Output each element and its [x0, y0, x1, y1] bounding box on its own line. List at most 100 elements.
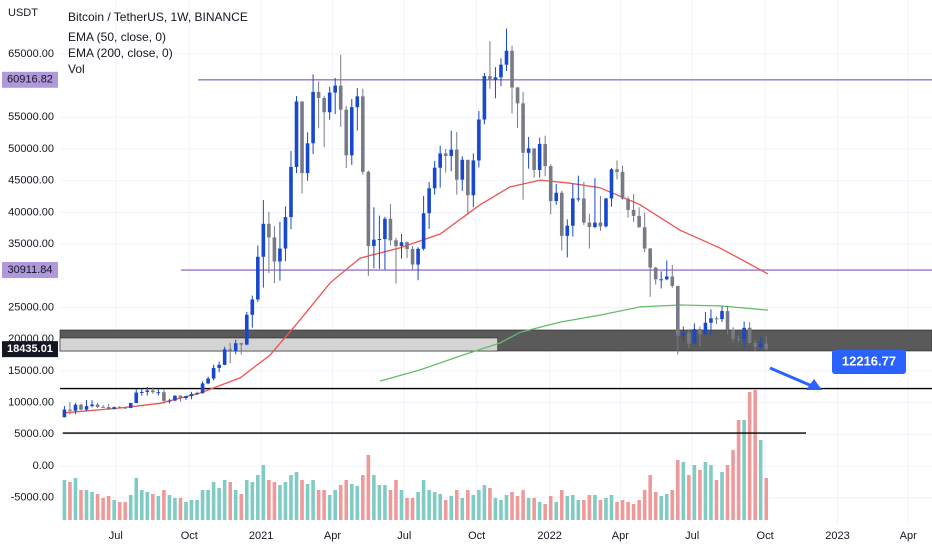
candle-body	[344, 109, 349, 156]
candle-body	[173, 395, 177, 401]
candle-body	[90, 404, 94, 407]
volume-bar	[764, 478, 769, 520]
candle-body	[548, 166, 553, 201]
candle-body	[239, 343, 244, 345]
candle-body	[554, 192, 559, 201]
candle-body	[620, 171, 625, 199]
level-label: 60916.82	[7, 74, 53, 86]
candle-body	[526, 148, 531, 153]
volume-bar	[145, 492, 150, 520]
candle-body	[449, 149, 454, 156]
x-tick-label: Jul	[397, 530, 411, 542]
candle-body	[747, 327, 752, 344]
candle-body	[117, 407, 122, 409]
volume-bar	[609, 495, 614, 520]
candle-body	[587, 222, 592, 227]
candle-body	[233, 343, 238, 351]
arrow-head	[806, 379, 822, 390]
annotation-text: 12216.77	[842, 353, 896, 368]
candle-body	[68, 409, 72, 411]
candle-body	[134, 392, 139, 404]
candle-body	[405, 242, 409, 249]
y-tick-label: 45000.00	[8, 175, 54, 187]
volume-bar	[377, 485, 382, 520]
volume-bar	[598, 500, 603, 520]
candle-body	[438, 153, 442, 168]
candle-body	[250, 299, 255, 315]
volume-bar	[372, 475, 376, 520]
indicator-layer	[64, 179, 769, 414]
ema-line	[64, 179, 769, 414]
ema-line	[379, 304, 768, 382]
volume-bar	[73, 478, 78, 520]
volume-bar	[206, 490, 210, 520]
candle-body	[648, 248, 652, 268]
volume-bar	[515, 496, 520, 520]
candle-body	[322, 97, 326, 113]
y-tick-label: 15000.00	[8, 365, 54, 377]
candle-body	[338, 85, 343, 110]
volume-bar	[217, 488, 221, 520]
candle-body	[637, 215, 641, 228]
volume-bar	[294, 472, 299, 520]
volume-bar	[709, 465, 713, 520]
candle-body	[145, 390, 150, 392]
volume-bar	[582, 500, 586, 520]
volume-bar	[493, 498, 498, 520]
candle-body	[372, 239, 376, 247]
volume-bar	[338, 485, 343, 520]
candle-body	[532, 148, 536, 170]
volume-bar	[233, 490, 238, 520]
candle-body	[488, 76, 492, 80]
candle-body	[477, 119, 481, 161]
volume-bar	[311, 480, 315, 520]
candle-body	[366, 171, 371, 247]
volume-bar	[399, 490, 404, 520]
y-tick-label: 0.00	[33, 460, 54, 472]
volume-bar	[416, 492, 420, 520]
volume-bar	[366, 455, 371, 520]
candle-body	[327, 92, 332, 113]
candle-body	[521, 103, 525, 153]
volume-bar	[642, 490, 647, 520]
volume-bar	[548, 496, 553, 520]
annotation: 12216.77	[769, 350, 906, 390]
candle-body	[764, 343, 769, 350]
legend-entry: Vol	[68, 62, 85, 76]
volume-bar	[471, 495, 476, 520]
legend-entry: EMA (50, close, 0)	[68, 30, 166, 44]
candle-body	[79, 404, 83, 410]
candle-body	[267, 223, 271, 238]
volume-bar	[327, 495, 332, 520]
candle-body	[184, 395, 188, 398]
volume-bar	[239, 494, 244, 520]
candle-body	[443, 153, 448, 156]
volume-bar	[349, 484, 354, 520]
volume-bar	[565, 496, 570, 520]
annotation-arrow	[769, 366, 813, 388]
candle-body	[676, 285, 680, 336]
volume-bar	[405, 498, 409, 520]
volume-bar	[272, 482, 277, 520]
y-tick-label: 35000.00	[8, 238, 54, 250]
candle-body	[316, 91, 321, 98]
volume-bar	[615, 502, 619, 520]
candle-body	[361, 96, 365, 172]
volume-bar	[504, 495, 509, 520]
annotation-box	[832, 350, 906, 374]
candle-body	[151, 390, 155, 393]
volume-bar	[267, 480, 271, 520]
volume-bar	[664, 494, 669, 520]
candle-body	[604, 198, 608, 227]
candle-body	[206, 378, 210, 384]
candle-body	[123, 407, 128, 409]
candle-body	[305, 143, 310, 174]
volume-layer	[62, 390, 769, 520]
y-tick-label: 5000.00	[14, 428, 54, 440]
volume-bar	[173, 498, 177, 520]
volume-bar	[355, 486, 360, 520]
candle-body	[709, 318, 713, 323]
volume-bar	[189, 500, 194, 520]
volume-bar	[244, 480, 249, 520]
volume-bar	[626, 502, 630, 520]
